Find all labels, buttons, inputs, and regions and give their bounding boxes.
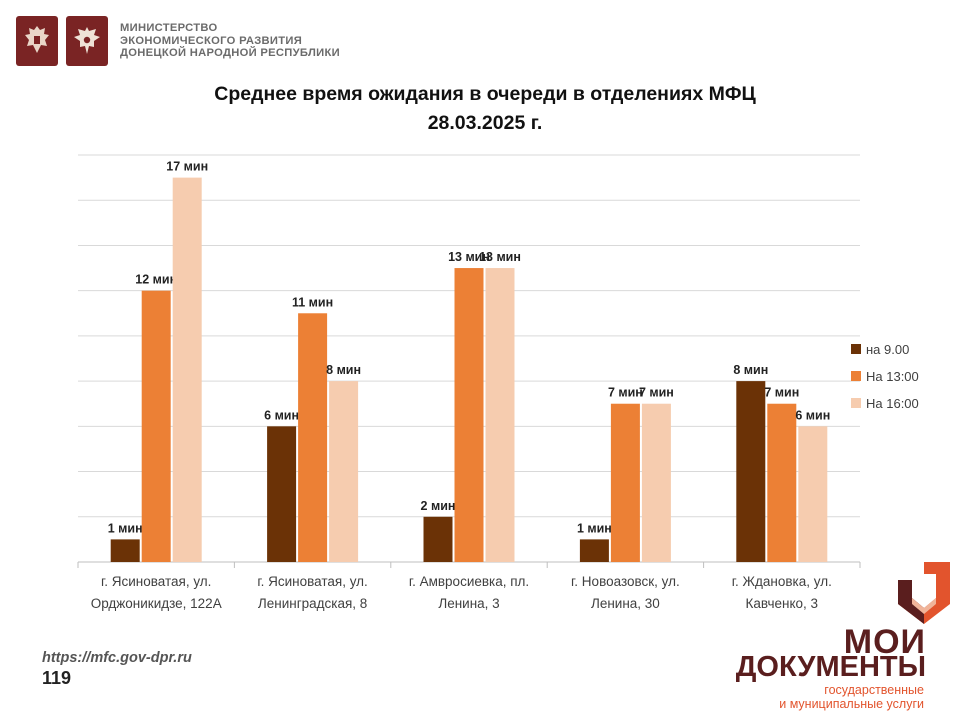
data-label: 13 мин	[448, 250, 490, 264]
brand-subtitle: и муниципальные услуги	[779, 697, 924, 711]
category-label: Ленина, 30	[591, 596, 660, 611]
category-label: Ленина, 3	[438, 596, 499, 611]
page-number: 119	[42, 668, 72, 688]
data-label: 7 мин	[764, 386, 799, 400]
bar	[798, 426, 828, 562]
category-label: Ленинградская, 8	[258, 596, 367, 611]
data-label: 2 мин	[421, 499, 456, 513]
category-label: г. Амвросиевка, пл.	[409, 574, 529, 589]
legend-swatch	[851, 344, 861, 354]
legend-item: На 16:00	[866, 396, 919, 411]
legend-swatch	[851, 398, 861, 408]
dpr-coat-of-arms-icon	[66, 16, 108, 66]
header: МИНИСТЕРСТВО ЭКОНОМИЧЕСКОГО РАЗВИТИЯ ДОН…	[16, 14, 340, 68]
chart-date: 28.03.2025 г.	[427, 112, 543, 134]
data-label: 6 мин	[264, 408, 299, 422]
bar	[298, 313, 328, 562]
bar	[141, 290, 171, 562]
ministry-line: ДОНЕЦКОЙ НАРОДНОЙ РЕСПУБЛИКИ	[120, 47, 340, 60]
category-label: Кавченко, 3	[746, 596, 819, 611]
category-label: г. Ясиноватая, ул.	[257, 574, 367, 589]
bar	[485, 268, 515, 562]
bar	[610, 403, 640, 562]
bar	[736, 381, 766, 562]
bar	[641, 403, 671, 562]
ministry-line: ЭКОНОМИЧЕСКОГО РАЗВИТИЯ	[120, 34, 303, 47]
legend-item: На 13:00	[866, 369, 919, 384]
ministry-line: МИНИСТЕРСТВО	[120, 22, 218, 35]
legend-swatch	[851, 371, 861, 381]
data-label: 8 мин	[326, 363, 361, 377]
category-label: г. Новоазовск, ул.	[571, 574, 680, 589]
brand-title: МОИ	[843, 623, 926, 661]
data-label: 12 мин	[135, 273, 177, 287]
brand-subtitle: государственные	[824, 683, 924, 697]
category-label: г. Ждановка, ул.	[732, 574, 832, 589]
data-label: 8 мин	[733, 363, 768, 377]
bar	[267, 426, 297, 562]
website-url[interactable]: https://mfc.gov-dpr.ru	[42, 650, 192, 666]
data-label: 11 мин	[292, 295, 333, 309]
bar	[172, 177, 202, 562]
category-label: г. Ясиноватая, ул.	[101, 574, 211, 589]
category-label: Орджоникидзе, 122А	[91, 596, 222, 611]
bar	[110, 539, 140, 562]
data-label: 7 мин	[608, 386, 643, 400]
chart-title: Среднее время ожидания в очереди в отдел…	[214, 83, 756, 105]
data-label: 6 мин	[795, 408, 830, 422]
russia-coat-of-arms-icon	[16, 16, 58, 66]
moi-dokumenty-logo-icon	[898, 562, 950, 624]
brand-title: ДОКУМЕНТЫ	[735, 651, 926, 683]
bar	[423, 516, 453, 562]
data-label: 1 мин	[577, 521, 612, 535]
data-label: 17 мин	[166, 160, 208, 174]
legend-item: на 9.00	[866, 342, 909, 357]
bar	[329, 381, 359, 562]
ministry-name: МИНИСТЕРСТВО ЭКОНОМИЧЕСКОГО РАЗВИТИЯ ДОН…	[120, 22, 340, 60]
bar	[454, 268, 484, 562]
bar	[767, 403, 797, 562]
data-label: 1 мин	[108, 521, 143, 535]
data-label: 13 мин	[479, 250, 521, 264]
data-label: 7 мин	[639, 386, 674, 400]
bar	[579, 539, 609, 562]
